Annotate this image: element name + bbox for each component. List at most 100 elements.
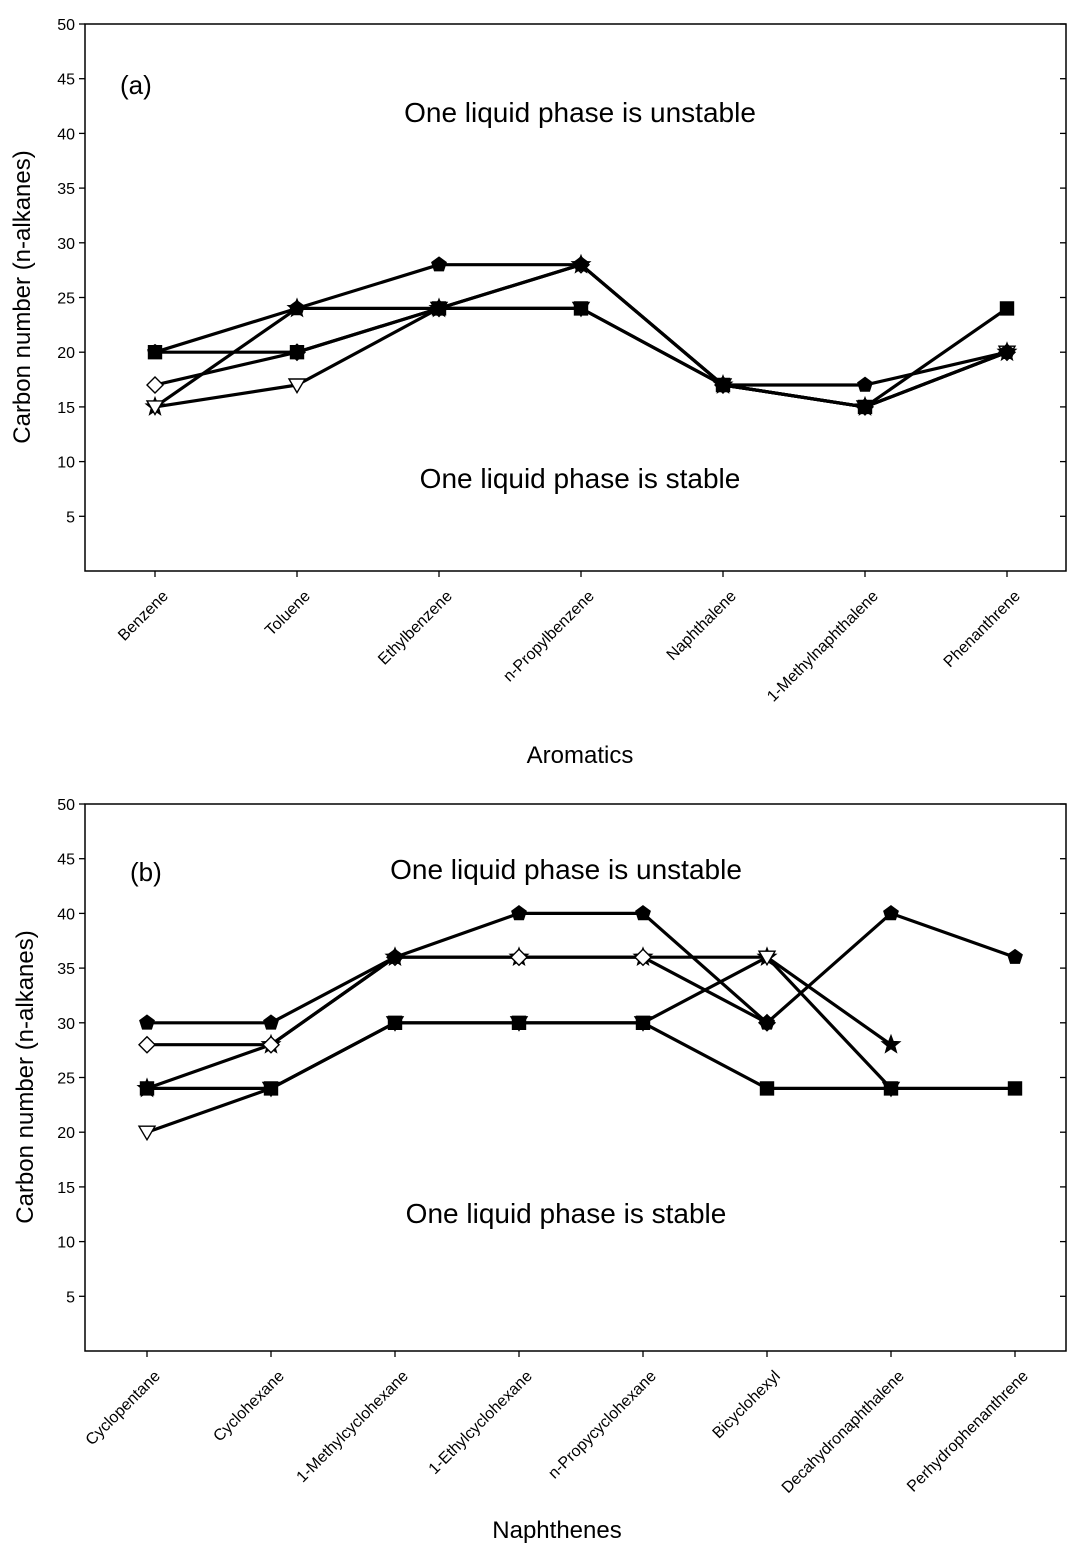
- y-tick-label: 10: [57, 455, 75, 472]
- data-point-square-filled: [511, 1015, 527, 1031]
- x-category-label: Bicyclohexyl: [710, 1368, 784, 1442]
- x-category-label: n-Propycyclohexane: [545, 1368, 660, 1483]
- y-tick-label: 30: [57, 1016, 75, 1033]
- data-point-square-filled: [139, 1081, 155, 1096]
- data-point-diamond-open: [262, 1035, 280, 1054]
- series-line-triangle-down-open: [154, 306, 1008, 409]
- data-point-triangle-down-open: [145, 400, 165, 416]
- series-line-pentagon-filled: [147, 911, 1016, 1025]
- x-category-label: 1-Methylcyclohexane: [294, 1368, 412, 1486]
- y-tick-label: 25: [57, 291, 75, 308]
- y-tick-label: 45: [57, 852, 75, 869]
- plot-frame-b: [84, 803, 1067, 1352]
- data-point-pentagon-filled: [387, 948, 403, 964]
- y-tick-label: 40: [57, 906, 75, 923]
- data-point-pentagon-filled: [573, 256, 589, 272]
- data-point-pentagon-filled: [147, 343, 163, 359]
- data-point-pentagon-filled: [999, 343, 1015, 359]
- series-line-diamond-open: [154, 263, 1008, 409]
- data-point-diamond-open: [634, 948, 652, 967]
- x-axis-label-b: Naphthenes: [492, 1517, 621, 1544]
- x-category-label: Ethylbenzene: [375, 588, 456, 669]
- data-point-diamond-open: [138, 1035, 156, 1054]
- series-line-star-filled: [154, 263, 1008, 409]
- data-point-pentagon-filled: [511, 905, 527, 921]
- x-category-label: Decahydronaphthalene: [779, 1368, 908, 1497]
- y-tick-label: 20: [57, 1125, 75, 1142]
- x-category-label: n-Propylbenzene: [500, 588, 598, 686]
- annotation-stable-a: One liquid phase is stable: [420, 463, 741, 494]
- panel-label-b: (b): [130, 857, 162, 887]
- x-category-labels-a: Benzene Toluene Ethylbenzene n-Propylbenzen…: [115, 588, 1024, 706]
- series-markers-b: [136, 905, 1023, 1142]
- series-line-square-filled: [147, 1021, 1015, 1091]
- y-tick-label: 5: [66, 509, 75, 526]
- series-line-square-filled: [155, 306, 1008, 409]
- y-tick-label: 35: [57, 961, 75, 978]
- chart-panel-a: (a) One liquid phase is unstable One liq…: [9, 17, 1067, 769]
- data-point-square-filled: [573, 301, 589, 316]
- panel-label-a: (a): [120, 70, 152, 100]
- data-point-pentagon-filled: [857, 376, 873, 392]
- y-tick-label: 50: [57, 797, 75, 814]
- y-tick-label: 5: [66, 1289, 75, 1306]
- data-point-diamond-open: [146, 376, 164, 394]
- data-point-square-filled: [759, 1081, 775, 1096]
- y-tick-label: 20: [57, 345, 75, 362]
- y-axis-label-a: Carbon number (n-alkanes): [9, 150, 36, 443]
- y-ticks-b: 5 10 15 20 25 30 35 40 45 50: [57, 797, 1066, 1357]
- data-point-triangle-down-open: [287, 378, 307, 394]
- data-point-square-filled: [289, 345, 305, 360]
- data-point-square-filled: [263, 1081, 279, 1096]
- annotation-unstable-a: One liquid phase is unstable: [404, 97, 756, 128]
- y-tick-label: 35: [57, 181, 75, 198]
- data-point-diamond-open: [510, 948, 528, 967]
- x-category-label: Benzene: [115, 588, 172, 645]
- annotation-unstable-b: One liquid phase is unstable: [390, 854, 742, 885]
- series-line-diamond-open: [147, 955, 768, 1047]
- y-tick-label: 45: [57, 72, 75, 89]
- data-point-star-filled: [880, 1033, 902, 1054]
- data-point-square-filled: [883, 1081, 899, 1096]
- data-point-triangle-down-open: [757, 950, 777, 967]
- x-category-labels-b: Cyclopentane Cyclohexane 1-Methylcyclohexa…: [83, 1368, 1032, 1497]
- data-point-pentagon-filled: [139, 1014, 155, 1030]
- x-axis-label-a: Aromatics: [527, 742, 634, 769]
- data-point-square-filled: [431, 301, 447, 316]
- data-point-triangle-down-open: [137, 1125, 157, 1142]
- y-tick-label: 15: [57, 1180, 75, 1197]
- data-point-square-filled: [1007, 1081, 1023, 1096]
- series-lines-a: [154, 263, 1008, 409]
- x-category-label: Naphthalene: [664, 588, 740, 664]
- data-point-pentagon-filled: [1007, 948, 1023, 964]
- x-category-label: Perhydrophenanthrene: [904, 1368, 1032, 1496]
- y-tick-label: 50: [57, 17, 75, 34]
- y-tick-label: 30: [57, 236, 75, 253]
- data-point-pentagon-filled: [431, 256, 447, 272]
- x-category-label: 1-Methylnaphthalene: [764, 588, 882, 706]
- y-tick-label: 10: [57, 1235, 75, 1252]
- x-category-label: Cyclopentane: [83, 1368, 164, 1449]
- x-category-label: Phenanthrene: [941, 588, 1024, 671]
- x-category-label: Cyclohexane: [210, 1368, 288, 1446]
- y-tick-label: 15: [57, 400, 75, 417]
- x-category-label: 1-Ethylcyclohexane: [426, 1368, 536, 1478]
- data-point-pentagon-filled: [715, 376, 731, 392]
- series-line-pentagon-filled: [154, 263, 1008, 387]
- y-ticks-a: 5 10 15 20 25 30 35 40 45 50: [57, 17, 1066, 577]
- chart-panel-b: (b) One liquid phase is unstable One liq…: [12, 797, 1067, 1544]
- data-point-pentagon-filled: [289, 300, 305, 316]
- data-point-square-filled: [635, 1015, 651, 1031]
- y-tick-label: 25: [57, 1071, 75, 1088]
- data-point-pentagon-filled: [635, 905, 651, 921]
- data-point-pentagon-filled: [263, 1014, 279, 1030]
- y-axis-label-b: Carbon number (n-alkanes): [12, 930, 39, 1223]
- data-point-pentagon-filled: [759, 1014, 775, 1030]
- data-point-square-filled: [387, 1015, 403, 1031]
- x-category-label: Toluene: [262, 588, 314, 640]
- series-markers-a: [144, 253, 1018, 416]
- annotation-stable-b: One liquid phase is stable: [406, 1198, 727, 1229]
- data-point-square-filled: [857, 399, 873, 415]
- y-tick-label: 40: [57, 126, 75, 143]
